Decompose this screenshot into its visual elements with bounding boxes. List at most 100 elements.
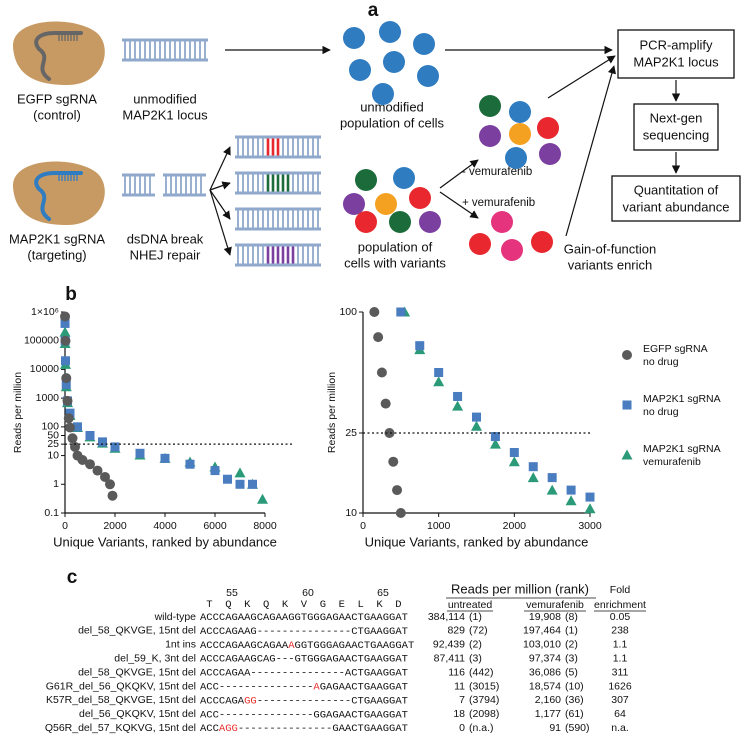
cell	[501, 239, 523, 261]
cell	[509, 123, 531, 145]
legend-label: MAP2K1 sgRNA vemurafenib	[643, 443, 721, 468]
untreated-rank: (2)	[469, 639, 482, 651]
marker	[60, 311, 71, 322]
panel-label: c	[67, 567, 78, 588]
legend-marker	[622, 400, 632, 410]
sequence-part: ACCCAGAAGCAGAA	[200, 640, 289, 652]
cell	[413, 33, 435, 55]
sequence-part: GG	[244, 695, 257, 707]
vemurafenib-rank: (5)	[565, 666, 578, 678]
marker	[472, 412, 481, 422]
position-label: 65	[377, 587, 389, 599]
cell	[417, 65, 439, 87]
sequence: ACCCAGAAG---------------CTGAAGGAT	[200, 626, 408, 638]
row-name: del_58_QKVGE, 15nt del	[78, 625, 196, 637]
residue: D	[395, 599, 401, 611]
label: MAP2K1 sgRNA	[9, 231, 105, 246]
x-tick-label: 8000	[253, 520, 277, 532]
sequence: ACCCAGAAGCAG---GTGGGAGAACTGAAGGAT	[200, 653, 408, 665]
vemurafenib-reads: 2,160	[535, 694, 561, 706]
marker	[396, 307, 406, 317]
label: unmodified	[360, 99, 424, 114]
marker	[471, 420, 482, 431]
step-label: sequencing	[643, 127, 710, 142]
sequence: ACCCAGAA---------------ACTGAAGGAT	[200, 667, 408, 679]
panel-a: a EGFP sgRNA (control) unmodified MAP2K1…	[9, 0, 741, 272]
y-tick-label: 100	[41, 421, 59, 433]
column-header: enrichment	[594, 599, 646, 611]
residue: L	[357, 599, 363, 611]
vemurafenib-reads: 103,010	[523, 639, 561, 651]
marker	[388, 456, 399, 467]
column-header: untreated	[448, 599, 493, 611]
marker	[234, 467, 246, 478]
cell	[479, 95, 501, 117]
marker	[452, 400, 464, 411]
marker	[77, 455, 88, 466]
sequence: ACCCAGAGG---------------CTGAAGGAT	[200, 695, 408, 707]
arrow	[209, 181, 231, 191]
y-tick-label: 100000	[24, 334, 59, 346]
untreated-reads: 829	[447, 625, 465, 637]
fold-enrichment: 1.1	[613, 639, 628, 651]
marker	[107, 490, 118, 501]
label: - vemurafenib	[462, 166, 532, 178]
sequence-part: ACCCAGAAG---------------CTGAAGGAT	[200, 626, 408, 638]
marker	[565, 495, 577, 506]
marker	[61, 379, 71, 389]
vemurafenib-rank: (10)	[565, 680, 584, 692]
sequence-part: ACCCAGAAGCAGAAGGTGGGAGAACTGAAGGAT	[200, 612, 408, 624]
marker	[235, 479, 245, 489]
fold-enrichment: 1626	[608, 680, 632, 692]
row-name: K57R_del_58_QKVGE, 15nt del	[46, 694, 196, 706]
fold-enrichment: 64	[614, 708, 626, 720]
vemurafenib-reads: 36,086	[529, 666, 561, 678]
cell	[372, 83, 394, 105]
cell	[379, 21, 401, 43]
sequence-part: ACC	[200, 723, 219, 735]
y-tick-label: 25	[345, 427, 357, 439]
marker	[210, 466, 220, 476]
marker	[160, 453, 170, 463]
cell	[469, 233, 491, 255]
panel-c: c Reads per million (rank) untreated vem…	[67, 567, 646, 612]
marker	[546, 484, 558, 495]
y-tick-label: 1×10⁶	[31, 306, 59, 318]
x-tick-label: 1000	[427, 520, 451, 532]
label: EGFP sgRNA	[17, 91, 97, 106]
sequence-part: A	[313, 681, 320, 693]
row-name: Q56R_del_57_KQKVG, 15nt del	[45, 722, 196, 734]
cell	[509, 101, 531, 123]
marker	[585, 492, 595, 502]
y-tick-label: 10	[345, 507, 357, 519]
marker	[63, 413, 74, 424]
label: population of cells	[340, 115, 445, 130]
label: NHEJ repair	[130, 247, 201, 262]
marker	[434, 368, 444, 378]
vemurafenib-reads: 19,908	[529, 611, 561, 623]
label: variants enrich	[568, 257, 653, 272]
y-axis-title: Reads per million	[326, 372, 338, 453]
sequence-part: ---------------CTGAAGGAT	[257, 695, 408, 707]
cell	[389, 211, 411, 233]
sequence: ACC---------------GGAGAACTGAAGGAT	[200, 709, 408, 721]
cell	[393, 167, 415, 189]
residue: T	[206, 599, 212, 611]
marker	[547, 473, 557, 483]
marker	[65, 408, 75, 418]
row-name: del_58_QKVGE, 15nt del	[78, 666, 196, 678]
legend-marker	[621, 449, 633, 460]
step-label: PCR-amplify	[640, 37, 713, 52]
y-tick-label: 10000	[30, 363, 59, 375]
x-tick-label: 2000	[503, 520, 527, 532]
arrow	[439, 159, 479, 189]
vemurafenib-rank: (61)	[565, 708, 584, 720]
x-tick-label: 6000	[203, 520, 227, 532]
marker	[508, 456, 520, 467]
cell	[539, 143, 561, 165]
position-label: 60	[302, 587, 314, 599]
marker	[60, 318, 70, 328]
untreated-rank: (2098)	[469, 708, 499, 720]
column-header: Reads per million (rank)	[451, 581, 589, 596]
